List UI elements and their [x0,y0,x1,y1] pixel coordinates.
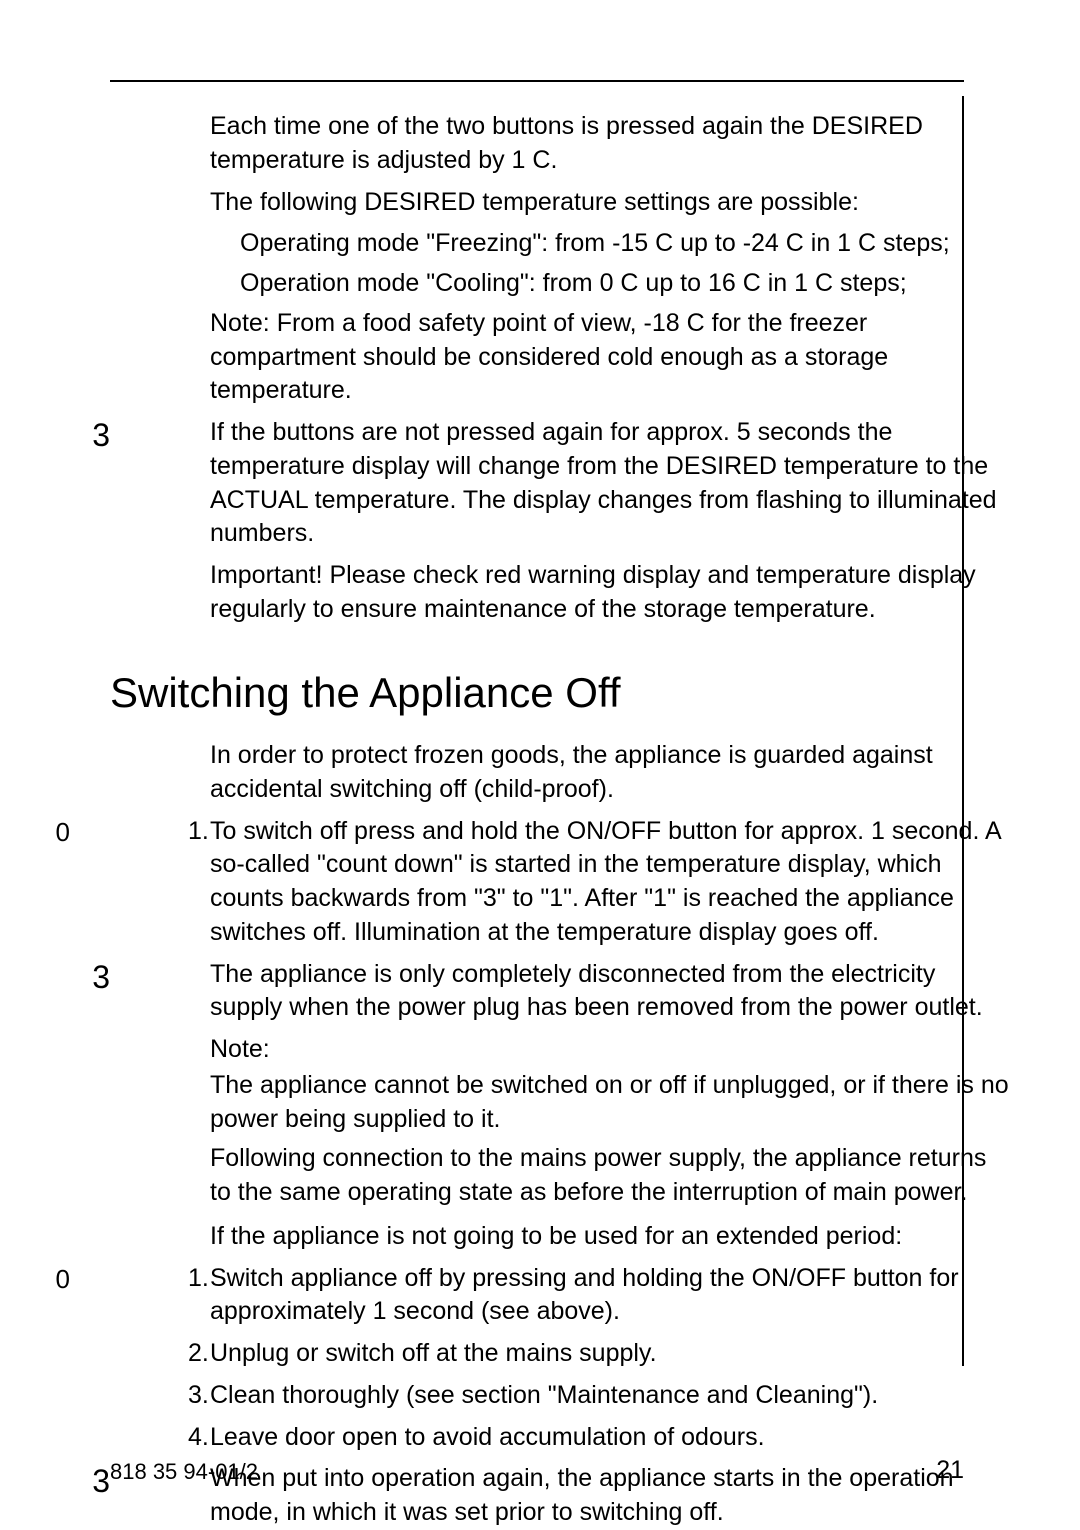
page-content: Each time one of the two buttons is pres… [110,110,1010,1530]
right-rule [962,96,964,1366]
margin-marker: 3 [20,956,110,999]
top-rule [110,80,964,82]
body-text: In order to protect frozen goods, the ap… [210,739,1010,807]
list-text: Unplug or switch off at the mains supply… [210,1339,657,1367]
body-text: Operation mode "Cooling": from 0 C up to… [240,267,1010,301]
margin-marker: 3 [20,1460,110,1503]
body-text: When put into operation again, the appli… [210,1462,1010,1530]
list-text: Switch appliance off by pressing and hol… [210,1264,959,1326]
list-item: 3. Clean thoroughly (see section "Mainte… [210,1379,1010,1413]
body-text: Operating mode "Freezing": from -15 C up… [240,227,1010,261]
list-item: 1. To switch off press and hold the ON/O… [210,815,1010,950]
section-heading: Switching the Appliance Off [110,665,1010,722]
body-text: The following DESIRED temperature settin… [210,186,1010,220]
body-text: Following connection to the mains power … [210,1142,1010,1210]
list-number: 1. [188,1262,209,1296]
list-number: 1. [188,815,209,849]
list-item: 1. Switch appliance off by pressing and … [210,1262,1010,1330]
body-text: Note: From a food safety point of view, … [210,307,1010,408]
list-number: 4. [188,1421,209,1455]
list-text: Clean thoroughly (see section "Maintenan… [210,1381,878,1409]
list-text: To switch off press and hold the ON/OFF … [210,817,1000,946]
body-text: Each time one of the two buttons is pres… [210,110,1010,178]
list-number: 3. [188,1379,209,1413]
list-item: 4. Leave door open to avoid accumulation… [210,1421,1010,1455]
footer-code: 818 35 94-01/2 [110,1459,258,1485]
margin-marker: 0 [0,1262,70,1297]
body-text: If the buttons are not pressed again for… [210,416,1010,551]
list-text: Leave door open to avoid accumulation of… [210,1423,765,1451]
page-number: 21 [936,1456,964,1485]
body-text: If the appliance is not going to be used… [210,1220,1010,1254]
list-item: 2. Unplug or switch off at the mains sup… [210,1337,1010,1371]
body-text: Note: [210,1033,1010,1067]
body-text: Important! Please check red warning disp… [210,559,1010,627]
margin-marker: 0 [0,815,70,850]
margin-marker: 3 [20,414,110,457]
body-text: The appliance cannot be switched on or o… [210,1069,1010,1137]
list-number: 2. [188,1337,209,1371]
document-page: Each time one of the two buttons is pres… [0,0,1080,1529]
body-text: The appliance is only completely disconn… [210,958,1010,1026]
